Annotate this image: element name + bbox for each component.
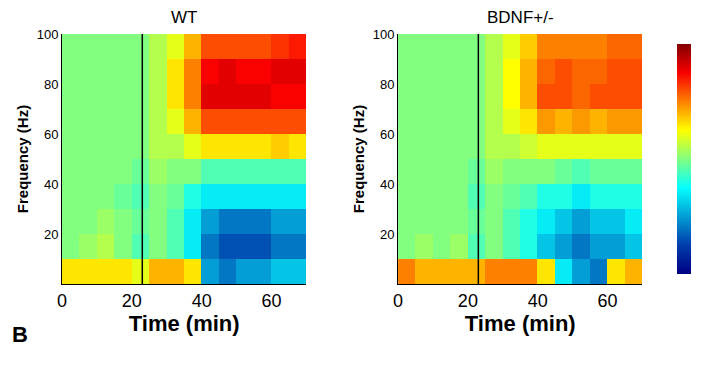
- svg-text:40: 40: [44, 177, 58, 192]
- svg-text:20: 20: [458, 291, 478, 311]
- svg-text:Frequency (Hz): Frequency (Hz): [350, 105, 367, 213]
- svg-text:60: 60: [44, 127, 58, 142]
- svg-text:60: 60: [380, 127, 394, 142]
- svg-text:80: 80: [380, 77, 394, 92]
- svg-text:WT: WT: [171, 8, 197, 27]
- svg-text:60: 60: [261, 291, 281, 311]
- svg-text:100: 100: [373, 27, 395, 42]
- svg-text:100: 100: [37, 27, 59, 42]
- svg-text:Time (min): Time (min): [129, 311, 240, 336]
- svg-text:Frequency (Hz): Frequency (Hz): [14, 105, 31, 213]
- svg-text:40: 40: [380, 177, 394, 192]
- svg-text:B: B: [12, 322, 28, 347]
- svg-text:40: 40: [528, 291, 548, 311]
- svg-text:Time (min): Time (min): [465, 311, 576, 336]
- svg-text:BDNF+/-: BDNF+/-: [487, 8, 554, 27]
- svg-text:40: 40: [192, 291, 212, 311]
- svg-text:60: 60: [598, 291, 618, 311]
- svg-text:0: 0: [393, 291, 403, 311]
- svg-text:80: 80: [44, 77, 58, 92]
- svg-text:20: 20: [122, 291, 142, 311]
- svg-text:20: 20: [380, 227, 394, 242]
- svg-text:20: 20: [44, 227, 58, 242]
- svg-text:0: 0: [57, 291, 67, 311]
